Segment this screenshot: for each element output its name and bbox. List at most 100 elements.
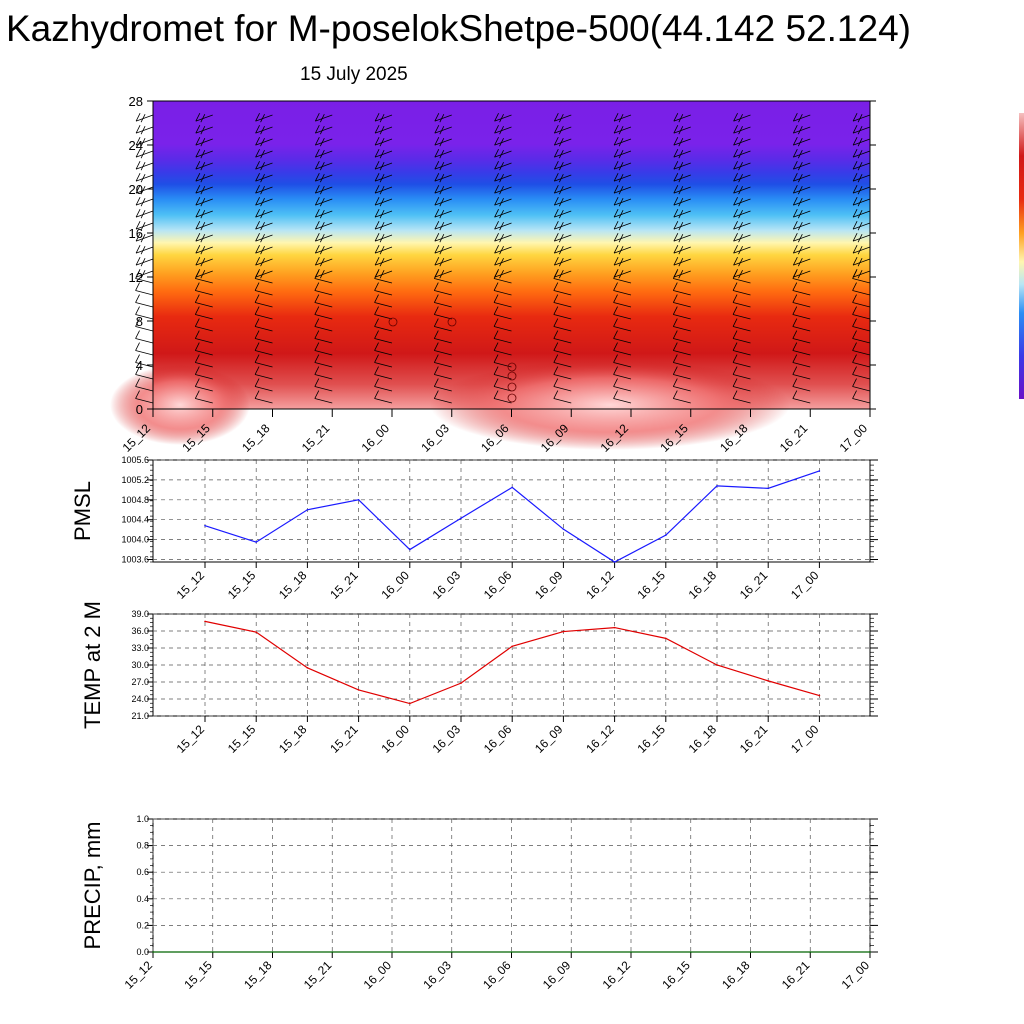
wind-barb bbox=[494, 148, 512, 159]
wind-barb bbox=[194, 342, 213, 356]
wind-barb bbox=[494, 172, 512, 183]
calm-circle bbox=[507, 371, 517, 381]
wind-barb bbox=[135, 306, 154, 320]
data-point bbox=[331, 951, 334, 953]
wind-barb bbox=[792, 124, 811, 135]
wind-barb bbox=[374, 306, 393, 320]
wind-barb bbox=[135, 354, 154, 368]
wind-barb bbox=[672, 330, 691, 344]
data-point bbox=[357, 689, 360, 691]
x-tick-label: 15_15 bbox=[225, 722, 259, 756]
wind-barb bbox=[314, 148, 333, 159]
data-point bbox=[409, 702, 411, 705]
wind-barb bbox=[792, 342, 811, 356]
wind-barb bbox=[732, 318, 751, 332]
x-tick-label: 17_00 bbox=[788, 568, 822, 602]
wind-barb bbox=[314, 354, 333, 368]
wind-barb bbox=[254, 306, 273, 320]
cross-section-field bbox=[153, 101, 870, 409]
wind-barb bbox=[314, 294, 333, 308]
wind-barb bbox=[732, 354, 751, 368]
wind-barb bbox=[613, 342, 632, 356]
wind-barb bbox=[374, 184, 393, 195]
wind-barb bbox=[733, 148, 751, 159]
x-tick-label: 16_12 bbox=[600, 958, 634, 992]
wind-barb bbox=[255, 124, 273, 135]
wind-barb bbox=[792, 256, 811, 267]
wind-barb bbox=[195, 136, 213, 147]
wind-barb bbox=[434, 112, 452, 123]
wind-barb bbox=[494, 124, 512, 135]
wind-barb bbox=[852, 136, 871, 147]
wind-barb bbox=[672, 366, 691, 380]
x-tick-label: 16_15 bbox=[659, 958, 693, 992]
wind-barb bbox=[553, 208, 572, 219]
wind-barb bbox=[553, 306, 572, 320]
wind-barb bbox=[374, 342, 393, 356]
wind-barb bbox=[733, 220, 751, 231]
x-tick-label: 16_18 bbox=[719, 958, 753, 992]
x-tick-label: 16_00 bbox=[361, 958, 395, 992]
wind-barb bbox=[732, 366, 751, 380]
wind-barb bbox=[493, 378, 512, 392]
wind-barb bbox=[673, 160, 691, 171]
wind-barb bbox=[255, 232, 273, 243]
wind-barb bbox=[613, 124, 632, 135]
wind-barb bbox=[254, 330, 273, 344]
wind-barb bbox=[135, 136, 154, 147]
y-axis-label: PRECIP, mm bbox=[80, 822, 105, 950]
wind-barb bbox=[135, 112, 154, 123]
y-tick-label: 0.4 bbox=[136, 894, 149, 904]
wind-barb bbox=[852, 196, 871, 207]
data-point bbox=[716, 664, 718, 666]
wind-barb bbox=[254, 342, 273, 356]
precip-panel: 0.0 0.2 0.4 0.6 0.8 1.0 15_12 15_15 15_18 15_21 16… bbox=[80, 814, 878, 992]
y-tick-label: 36.0 bbox=[131, 626, 149, 636]
x-tick-label: 16_18 bbox=[686, 722, 720, 756]
wind-barb bbox=[553, 160, 572, 171]
wind-barb bbox=[434, 172, 452, 183]
wind-barb bbox=[374, 330, 393, 344]
wind-barb bbox=[673, 112, 691, 123]
data-point bbox=[450, 951, 453, 953]
wind-barb bbox=[553, 282, 572, 296]
wind-barb bbox=[135, 172, 154, 183]
wind-barb bbox=[672, 378, 691, 392]
wind-barb bbox=[732, 294, 751, 308]
wind-barb bbox=[613, 112, 632, 123]
x-tick-label: 16_03 bbox=[430, 722, 464, 756]
wind-barb bbox=[494, 136, 512, 147]
wind-barb bbox=[314, 342, 333, 356]
wind-barb bbox=[374, 282, 393, 296]
wind-barb bbox=[733, 184, 751, 195]
wind-barb bbox=[195, 256, 213, 267]
panel-frame bbox=[152, 459, 871, 563]
wind-barb bbox=[255, 160, 273, 171]
wind-barb bbox=[792, 196, 811, 207]
data-point bbox=[460, 517, 462, 520]
x-tick-label: 16_06 bbox=[481, 722, 515, 756]
data-point bbox=[818, 694, 821, 697]
wind-barb bbox=[792, 366, 811, 380]
wind-barb bbox=[553, 124, 572, 135]
data-point bbox=[809, 951, 812, 953]
data-point bbox=[306, 508, 309, 511]
wind-barb bbox=[434, 136, 452, 147]
x-tick-label: 16_03 bbox=[418, 421, 452, 455]
y-axis-label: TEMP at 2 M bbox=[80, 601, 105, 729]
wind-barb bbox=[792, 208, 811, 219]
wind-barb bbox=[374, 244, 393, 255]
calm-circle bbox=[507, 393, 517, 403]
data-point bbox=[511, 486, 513, 489]
y-tick-label: 28 bbox=[129, 94, 143, 109]
wind-barb bbox=[434, 160, 452, 171]
wind-barb bbox=[194, 306, 213, 320]
wind-barb bbox=[314, 208, 333, 219]
y-tick-label: 21.0 bbox=[131, 711, 149, 721]
x-tick-label: 15_12 bbox=[122, 958, 156, 992]
wind-barb bbox=[433, 330, 452, 344]
wind-barb bbox=[553, 244, 572, 255]
data-point bbox=[271, 951, 274, 953]
wind-barb bbox=[553, 318, 572, 332]
wind-barb bbox=[733, 268, 751, 279]
